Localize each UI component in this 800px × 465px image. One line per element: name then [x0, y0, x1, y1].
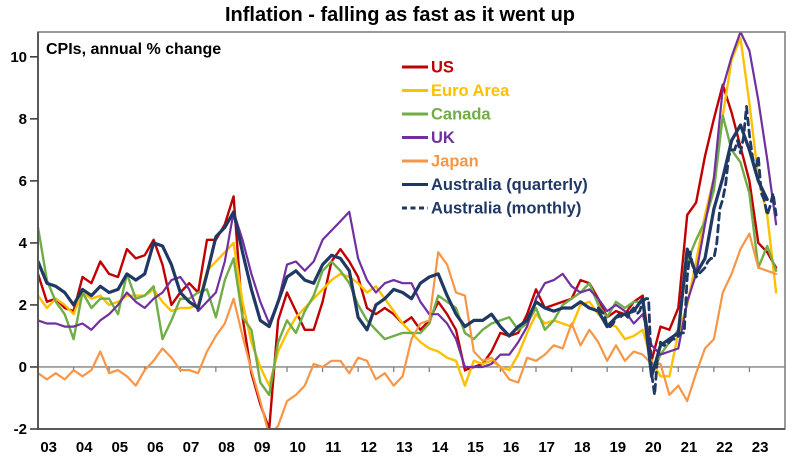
- chart-annotation: CPIs, annual % change: [46, 41, 221, 58]
- legend: US Euro Area Canada UK Japan Australia (quart…: [402, 59, 588, 218]
- chart-title: Inflation - falling as fast as it went u…: [225, 4, 575, 26]
- y-tick-label: 6: [19, 173, 27, 190]
- zero-gridline-layer: [38, 366, 785, 372]
- series-line-australia-quarterly: [38, 123, 769, 378]
- x-tick-label: 20: [645, 439, 662, 456]
- legend-label-7: Australia (monthly): [431, 200, 581, 218]
- legend-label-6: Australia (quarterly): [431, 176, 588, 194]
- y-tick-label: 2: [19, 297, 27, 314]
- x-tick-label: 21: [681, 439, 698, 456]
- y-tick-label: 0: [19, 359, 27, 376]
- legend-label-5: Japan: [431, 153, 479, 171]
- y-tick-label: 10: [10, 49, 27, 66]
- series-layer: [38, 32, 778, 429]
- x-tick-label: 22: [716, 439, 733, 456]
- series-line-us: [38, 83, 778, 429]
- x-tick-label: 12: [360, 439, 377, 456]
- legend-label-1: US: [431, 59, 454, 77]
- series-line-australia-monthly: [596, 105, 778, 397]
- x-tick-label: 07: [183, 439, 200, 456]
- x-tick-label: 09: [254, 439, 271, 456]
- x-tick-label: 16: [503, 439, 520, 456]
- y-tick-label: 8: [19, 111, 27, 128]
- x-tick-label: 13: [396, 439, 413, 456]
- x-tick-label: 18: [574, 439, 591, 456]
- x-tick-label: 05: [111, 439, 128, 456]
- x-tick-label: 04: [76, 439, 93, 456]
- series-line-japan: [38, 232, 778, 429]
- x-tick-label: 14: [432, 439, 449, 456]
- series-line-uk: [38, 32, 778, 369]
- legend-label-3: Canada: [431, 106, 491, 124]
- x-tick-label: 17: [538, 439, 555, 456]
- x-tick-label: 19: [609, 439, 626, 456]
- y-tick-label: 4: [19, 235, 28, 252]
- x-tick-label: 03: [40, 439, 57, 456]
- x-tick-label: 06: [147, 439, 164, 456]
- legend-label-2: Euro Area: [431, 82, 510, 100]
- x-tick-label: 11: [325, 439, 341, 456]
- axis-labels-layer: -2 0 2 4 6 8 10 03 04 05 06 07 08 09 10 11 12 13 14 15 16 17 1…: [10, 49, 768, 456]
- x-tick-label: 23: [752, 439, 769, 456]
- x-tick-label: 08: [218, 439, 235, 456]
- legend-label-4: UK: [431, 129, 455, 147]
- x-tick-label: 15: [467, 439, 484, 456]
- x-tick-label: 10: [289, 439, 306, 456]
- y-tick-label: -2: [14, 421, 27, 438]
